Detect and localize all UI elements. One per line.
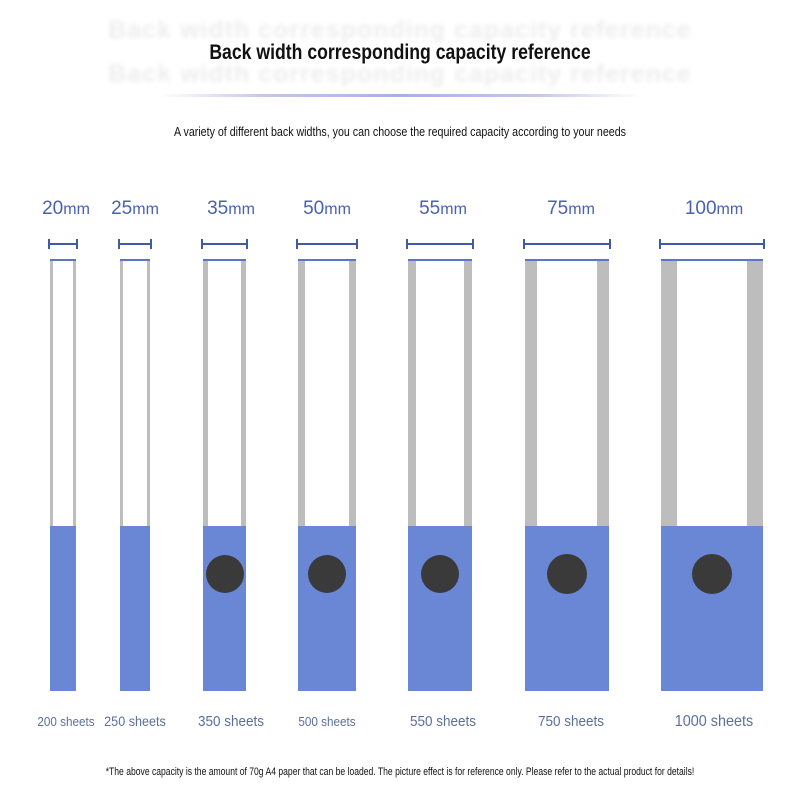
- dimension-line: [201, 243, 248, 245]
- binder-spine-fill: [408, 526, 472, 691]
- binder-top-edge: [298, 259, 356, 261]
- capacity-label: 350 sheets: [197, 713, 265, 730]
- dimension-line: [118, 243, 152, 245]
- binder-side-right: [349, 259, 356, 526]
- width-label: 100mm: [664, 198, 764, 220]
- dimension-tick-right: [150, 239, 152, 249]
- dimension-tick-right: [356, 239, 358, 249]
- binder-side-right: [73, 259, 76, 526]
- binder-top-edge: [203, 259, 246, 261]
- dimension-line: [659, 243, 765, 245]
- width-unit: mm: [324, 201, 351, 218]
- width-unit: mm: [132, 201, 159, 218]
- binder-top-edge: [120, 259, 150, 261]
- binder-side-left: [525, 259, 537, 526]
- binder-spine-fill: [661, 526, 763, 691]
- width-label: 20mm: [16, 198, 116, 220]
- binder-top-edge: [408, 259, 472, 261]
- dimension-tick-left: [406, 239, 408, 249]
- capacity-label: 750 sheets: [537, 713, 605, 730]
- ring-hole: [692, 554, 732, 594]
- width-dimension-marker: [659, 239, 765, 249]
- capacity-label: 500 sheets: [298, 714, 356, 729]
- dimension-tick-left: [659, 239, 661, 249]
- page-title: Back width corresponding capacity refere…: [209, 41, 591, 64]
- width-label: 50mm: [277, 198, 377, 220]
- dimension-tick-right: [472, 239, 474, 249]
- page-subtitle: A variety of different back widths, you …: [174, 124, 626, 139]
- binder-spine-fill: [298, 526, 356, 691]
- capacity-label: 1000 sheets: [674, 713, 754, 730]
- width-label: 35mm: [181, 198, 281, 220]
- binder-spine-fill: [50, 526, 76, 691]
- ring-hole: [308, 555, 346, 593]
- title-shadow-bottom: Back width corresponding capacity refere…: [108, 60, 692, 88]
- binder-side-left: [408, 259, 416, 526]
- width-label: 55mm: [393, 198, 493, 220]
- dimension-tick-right: [763, 239, 765, 249]
- binder-side-left: [120, 259, 123, 526]
- binder-side-right: [747, 259, 763, 526]
- width-unit: mm: [440, 201, 467, 218]
- dimension-tick-left: [296, 239, 298, 249]
- binder-spine-fill: [120, 526, 150, 691]
- width-unit: mm: [568, 201, 595, 218]
- ring-hole: [547, 554, 587, 594]
- dimension-line: [523, 243, 611, 245]
- dimension-line: [296, 243, 358, 245]
- ring-hole: [205, 555, 244, 593]
- width-value: 25: [111, 198, 133, 219]
- width-value: 100: [684, 198, 717, 219]
- width-value: 35: [207, 198, 229, 219]
- dimension-tick-left: [118, 239, 120, 249]
- binder-side-right: [147, 259, 150, 526]
- title-shadow-top: Back width corresponding capacity refere…: [108, 16, 692, 44]
- dimension-tick-right: [76, 239, 78, 249]
- dimension-line: [406, 243, 474, 245]
- width-unit: mm: [228, 201, 255, 218]
- dimension-tick-left: [48, 239, 50, 249]
- binder-top-edge: [661, 259, 763, 261]
- width-value: 55: [419, 198, 441, 219]
- binder-side-right: [241, 259, 246, 526]
- binder-spine-fill: [525, 526, 609, 691]
- binder-side-right: [597, 259, 609, 526]
- ring-hole: [421, 555, 459, 593]
- width-unit: mm: [63, 201, 90, 218]
- dimension-tick-left: [523, 239, 525, 249]
- width-dimension-marker: [406, 239, 474, 249]
- width-value: 50: [303, 198, 325, 219]
- binder-side-left: [50, 259, 53, 526]
- binder-side-left: [203, 259, 208, 526]
- binder-side-left: [298, 259, 305, 526]
- capacity-label: 250 sheets: [104, 713, 166, 729]
- width-label: 75mm: [521, 198, 621, 220]
- width-value: 20: [42, 198, 64, 219]
- binder-top-edge: [50, 259, 76, 261]
- width-dimension-marker: [296, 239, 358, 249]
- width-dimension-marker: [201, 239, 248, 249]
- binder-top-edge: [525, 259, 609, 261]
- binder-spine-fill: [203, 526, 246, 691]
- width-dimension-marker: [118, 239, 152, 249]
- capacity-label: 550 sheets: [409, 713, 477, 730]
- binder-side-right: [464, 259, 472, 526]
- width-value: 75: [547, 198, 569, 219]
- width-unit: mm: [716, 201, 744, 218]
- capacity-label: 200 sheets: [37, 714, 95, 729]
- dimension-tick-right: [609, 239, 611, 249]
- width-label: 25mm: [85, 198, 185, 220]
- title-divider: [160, 94, 640, 97]
- dimension-tick-left: [201, 239, 203, 249]
- dimension-tick-right: [246, 239, 248, 249]
- binder-side-left: [661, 259, 677, 526]
- width-dimension-marker: [48, 239, 78, 249]
- dimension-line: [48, 243, 78, 245]
- width-dimension-marker: [523, 239, 611, 249]
- capacity-footnote: *The above capacity is the amount of 70g…: [105, 766, 695, 778]
